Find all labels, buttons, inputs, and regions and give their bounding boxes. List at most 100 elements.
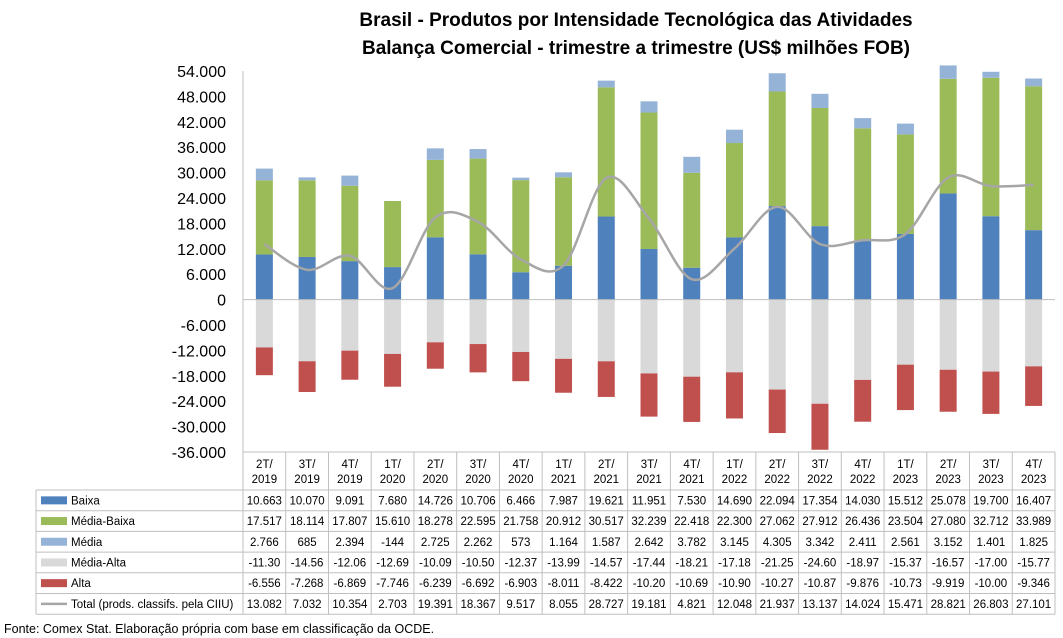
table-cell: -9.346 [1017, 578, 1050, 590]
table-cell: 19.700 [973, 495, 1008, 507]
table-cell: 573 [511, 537, 530, 549]
table-cell: 9.517 [506, 599, 535, 611]
table-cell: -10.50 [462, 557, 495, 569]
category-label-line1: 4T/ [512, 459, 529, 471]
table-cell: -12.06 [334, 557, 367, 569]
bar-baixa-5 [469, 254, 487, 300]
category-label-line2: 2022 [807, 474, 833, 486]
bar-alta-17 [982, 371, 1000, 414]
bar-baixa-17 [982, 216, 1000, 300]
category-label-line2: 2019 [337, 474, 363, 486]
bar-m-dia-baixa-2 [341, 185, 359, 262]
bar-baixa-14 [854, 240, 872, 300]
bar-alta-6 [512, 351, 530, 382]
legend-label-4: Alta [71, 578, 91, 590]
category-label-line2: 2021 [593, 474, 619, 486]
bar-m-dia-alta-16 [939, 299, 957, 370]
bar-m-dia-8 [597, 80, 615, 88]
category-label-line1: 1T/ [897, 459, 914, 471]
bar-alta-14 [854, 379, 872, 422]
category-label-line1: 4T/ [342, 459, 359, 471]
category-label-line2: 2020 [465, 474, 491, 486]
table-cell: 2.561 [891, 537, 920, 549]
table-cell: 2.703 [378, 599, 407, 611]
bar-m-dia-alta-0 [255, 299, 273, 348]
table-cell: -9.876 [846, 578, 879, 590]
category-label-line1: 4T/ [683, 459, 700, 471]
table-cell: -7.746 [376, 578, 409, 590]
table-cell: 2.411 [849, 537, 877, 549]
bar-baixa-16 [939, 193, 957, 300]
legend-label-2: Média [71, 537, 103, 549]
table-cell: 2.262 [464, 537, 493, 549]
bar-m-dia-baixa-3 [384, 201, 402, 268]
table-cell: -15.37 [889, 557, 922, 569]
bar-alta-2 [341, 350, 359, 380]
table-cell: 17.354 [802, 495, 838, 507]
table-cell: 19.391 [418, 599, 453, 611]
table-cell: 13.137 [802, 599, 837, 611]
table-cell: -16.57 [932, 557, 965, 569]
bar-m-dia-baixa-4 [426, 159, 444, 238]
bar-m-dia-alta-13 [811, 299, 829, 404]
bar-baixa-6 [512, 272, 530, 300]
category-label-line1: 2T/ [940, 459, 957, 471]
table-cell: -6.239 [419, 578, 452, 590]
bar-alta-5 [469, 344, 487, 373]
table-cell: 8.055 [549, 599, 578, 611]
bar-m-dia-alta-7 [555, 299, 573, 359]
y-tick-label: 0 [217, 293, 226, 310]
table-cell: -6.556 [248, 578, 281, 590]
table-cell: 18.367 [460, 599, 495, 611]
bar-baixa-15 [896, 233, 914, 300]
table-cell: 16.407 [1016, 495, 1051, 507]
table-cell: 12.048 [717, 599, 752, 611]
category-label-line1: 4T/ [1025, 459, 1042, 471]
table-cell: -10.00 [975, 578, 1008, 590]
category-label-line1: 4T/ [854, 459, 871, 471]
bar-m-dia-baixa-17 [982, 77, 1000, 217]
table-cell: -6.869 [334, 578, 367, 590]
table-cell: -12.37 [504, 557, 537, 569]
bar-m-dia-baixa-5 [469, 158, 487, 255]
bar-m-dia-alta-10 [683, 299, 701, 377]
bar-alta-11 [725, 372, 743, 419]
category-label-line2: 2020 [380, 474, 406, 486]
bar-alta-10 [683, 376, 701, 422]
table-cell: 22.300 [717, 516, 752, 528]
table-cell: -18.97 [846, 557, 879, 569]
bar-m-dia-alta-12 [768, 299, 786, 390]
bar-baixa-0 [255, 254, 273, 300]
table-cell: 2.766 [250, 537, 279, 549]
table-cell: -144 [381, 537, 405, 549]
category-label-line1: 3T/ [641, 459, 658, 471]
table-cell: 17.517 [247, 516, 282, 528]
table-cell: 14.726 [418, 495, 453, 507]
table-cell: 11.951 [632, 495, 666, 507]
bar-m-dia-17 [982, 71, 1000, 78]
bar-m-dia-alta-9 [640, 299, 658, 374]
category-label-line2: 2023 [978, 474, 1004, 486]
bar-m-dia-alta-5 [469, 299, 487, 345]
category-label-line1: 3T/ [299, 459, 316, 471]
table-cell: 7.530 [677, 495, 706, 507]
bar-m-dia-alta-11 [725, 299, 743, 373]
table-cell: 17.807 [332, 516, 367, 528]
table-cell: 27.101 [1016, 599, 1051, 611]
bar-alta-0 [255, 347, 273, 376]
table-cell: 685 [298, 537, 317, 549]
category-label-line1: 3T/ [983, 459, 1000, 471]
table-cell: -10.27 [761, 578, 794, 590]
bar-m-dia-11 [725, 129, 743, 144]
category-label-line2: 2020 [508, 474, 534, 486]
table-cell: 20.912 [546, 516, 581, 528]
bar-baixa-4 [426, 237, 444, 300]
bar-m-dia-baixa-1 [298, 180, 316, 257]
bar-m-dia-12 [768, 73, 786, 92]
table-cell: 14.030 [845, 495, 880, 507]
category-label-line2: 2019 [252, 474, 278, 486]
table-cell: 14.690 [717, 495, 752, 507]
legend-swatch-1 [41, 517, 67, 526]
bar-m-dia-baixa-16 [939, 78, 957, 194]
